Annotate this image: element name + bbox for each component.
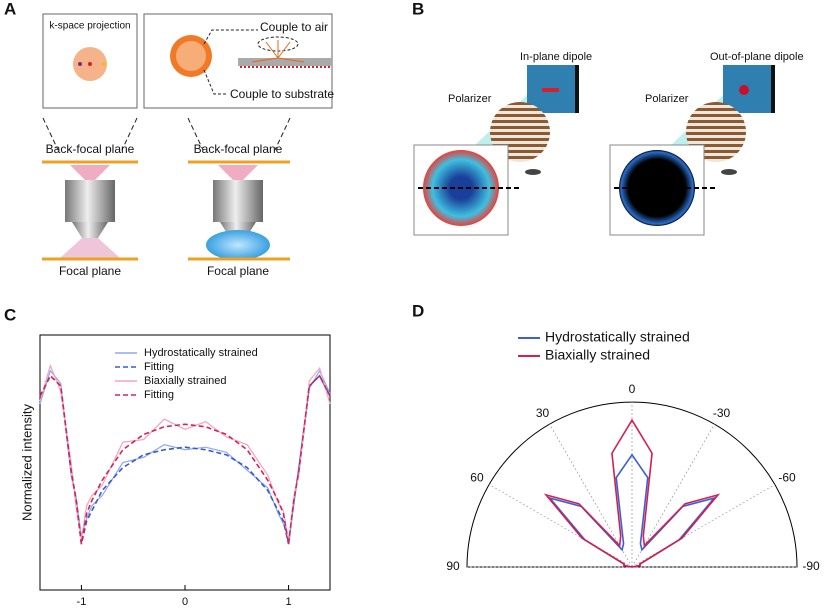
dot [88,62,92,66]
panel-label: C [4,305,16,324]
series-line [39,363,331,542]
theta-tick-label: 60 [470,471,484,485]
panel-b: B In-plane dipole Out-of-plane dipole Po… [412,0,804,236]
panel-label: A [4,0,16,18]
plot-frame [39,334,331,591]
beam [60,238,120,258]
series-line [39,374,331,545]
annotation: Polarizer [645,93,689,105]
leader [203,29,258,95]
inset-title: k-space projection [49,21,130,32]
beam [218,165,258,185]
beam [70,165,110,185]
panel-label: D [412,301,424,320]
grid-line [549,423,633,568]
annotation: Out-of-plane dipole [710,51,804,63]
x-tick-label: 0 [182,596,188,608]
plane-label: Focal plane [207,264,269,278]
grid-line [488,484,633,568]
theta-tick-label: 30 [536,406,550,420]
objective [213,180,263,222]
annotation: Couple to air [260,20,328,34]
legend-label: Biaxially strained [545,347,650,363]
projection-line [42,117,291,151]
panel-a: A k-space projection Couple to air Coupl… [4,0,334,278]
annotation: Couple to substrate [230,87,334,101]
objective [65,180,115,222]
theta-tick-label: -30 [713,406,731,420]
polar-frame [466,401,798,568]
x-axis-label: k/k₀ [174,609,197,611]
theta-tick-label: 0 [629,382,636,396]
plane-label: Focal plane [59,264,121,278]
panel-c: C -1 0 1 k/k₀ Normalized intensity Hydrostatic… [4,305,331,611]
panel-d: D 90 60 30 0 -30 -60 -90 Hydrostatically straine… [412,301,820,573]
sample-edge [575,65,579,113]
objective-tip [72,222,108,238]
theta-tick-label: -60 [778,471,796,485]
legend-label: Fitting [144,389,174,401]
sample-edge [771,65,775,113]
series-line [543,418,721,568]
dot [102,62,106,66]
y-axis-label: Normalized intensity [19,403,34,521]
legend-label: Fitting [144,361,174,373]
plane-label: Back-focal plane [194,142,283,156]
shadow [721,169,737,175]
series-line [39,369,331,540]
dot [78,62,82,66]
annotation: Polarizer [448,93,492,105]
series-line [39,374,331,545]
grid-line [631,484,776,568]
legend-label: Biaxially strained [144,375,227,387]
x-tick-label: -1 [77,596,87,608]
shadow [525,169,541,175]
theta-tick-label: -90 [802,559,820,573]
arrows [251,40,305,63]
substrate [238,58,332,66]
dipole [739,85,749,95]
ring-inner [176,41,206,71]
x-tick-label: 1 [286,596,292,608]
grid-line [631,423,715,568]
panel-label: B [412,0,424,18]
immersion [206,230,270,260]
legend-label: Hydrostatically strained [144,347,258,359]
annotation: In-plane dipole [520,51,592,63]
plane-label: Back-focal plane [46,142,135,156]
theta-tick-label: 90 [446,559,460,573]
legend-label: Hydrostatically strained [545,329,690,345]
